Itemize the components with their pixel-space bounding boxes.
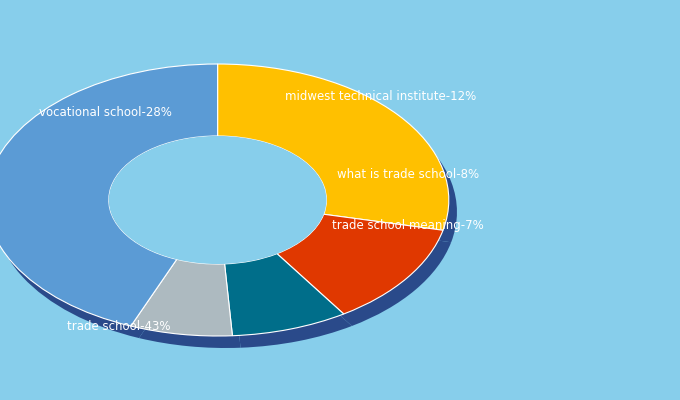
Wedge shape (139, 271, 241, 348)
Wedge shape (0, 64, 218, 326)
Circle shape (109, 136, 326, 264)
Text: midwest technical institute-12%: midwest technical institute-12% (285, 90, 477, 102)
Wedge shape (131, 259, 233, 336)
Text: what is trade school-8%: what is trade school-8% (337, 168, 479, 180)
Text: vocational school-28%: vocational school-28% (39, 106, 172, 118)
Wedge shape (277, 214, 443, 314)
Wedge shape (0, 76, 226, 338)
Wedge shape (233, 266, 352, 348)
Wedge shape (218, 64, 449, 230)
Wedge shape (226, 76, 457, 242)
Text: trade school meaning-7%: trade school meaning-7% (332, 220, 484, 232)
Wedge shape (285, 226, 451, 326)
Wedge shape (224, 254, 343, 336)
Text: trade school-43%: trade school-43% (67, 320, 171, 332)
